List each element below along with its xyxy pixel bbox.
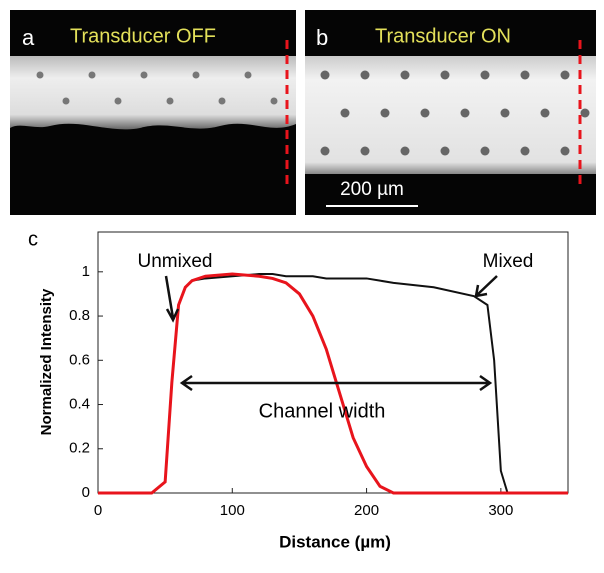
dot <box>36 71 44 79</box>
y-tick-label: 0.6 <box>69 351 90 368</box>
dot <box>192 71 200 79</box>
dot <box>580 108 590 118</box>
y-tick-label: 0.4 <box>69 395 90 412</box>
panel-label: b <box>316 25 328 50</box>
scale-bar-label: 200 µm <box>340 179 404 200</box>
dot <box>560 146 570 156</box>
series-line <box>98 272 568 495</box>
chart: 0 100 200 300 0 0.2 0.4 0.6 0.8 1 Unmixed Mixed Chan… <box>69 231 569 519</box>
y-tick-label: 0 <box>82 484 90 501</box>
dot <box>380 108 390 118</box>
arrow <box>179 374 493 392</box>
dot <box>520 146 530 156</box>
dot <box>166 97 174 105</box>
y-tick-label: 0.2 <box>69 440 90 457</box>
dot <box>340 108 350 118</box>
series-label: Mixed <box>483 251 534 272</box>
dot <box>480 146 490 156</box>
arrow <box>164 275 180 323</box>
dot <box>440 146 450 156</box>
y-tick-label: 0.8 <box>69 307 90 324</box>
dot <box>440 70 450 80</box>
panel-label: c <box>28 228 38 250</box>
dot <box>88 71 96 79</box>
dot <box>360 146 370 156</box>
x-tick-label: 300 <box>488 502 513 519</box>
plot-frame <box>97 231 569 494</box>
dot <box>320 70 330 80</box>
image-b <box>305 10 596 215</box>
x-tick-label: 200 <box>354 502 379 519</box>
dot <box>400 70 410 80</box>
dot <box>400 146 410 156</box>
series-label: Unmixed <box>138 251 213 272</box>
panel-title: Transducer OFF <box>70 25 216 47</box>
panel-title: Transducer ON <box>375 25 511 47</box>
dot <box>114 97 122 105</box>
dot <box>218 97 226 105</box>
dot <box>420 108 430 118</box>
x-axis-label: Distance (µm) <box>279 532 391 551</box>
dot <box>480 70 490 80</box>
annotation: Channel width <box>259 400 386 422</box>
dot <box>460 108 470 118</box>
arrow <box>474 275 498 298</box>
dot <box>62 97 70 105</box>
image-dots <box>36 70 590 156</box>
dot <box>560 70 570 80</box>
x-tick-label: 100 <box>220 502 245 519</box>
image-a <box>10 10 296 215</box>
dot <box>520 70 530 80</box>
panel-label: a <box>22 25 35 50</box>
y-tick-label: 1 <box>82 263 90 280</box>
dot <box>500 108 510 118</box>
dot <box>270 97 278 105</box>
dot <box>360 70 370 80</box>
dot <box>320 146 330 156</box>
dot <box>540 108 550 118</box>
y-axis-label: Normalized Intensity <box>38 288 55 435</box>
x-tick-label: 0 <box>94 502 102 519</box>
dot <box>140 71 148 79</box>
dot <box>244 71 252 79</box>
